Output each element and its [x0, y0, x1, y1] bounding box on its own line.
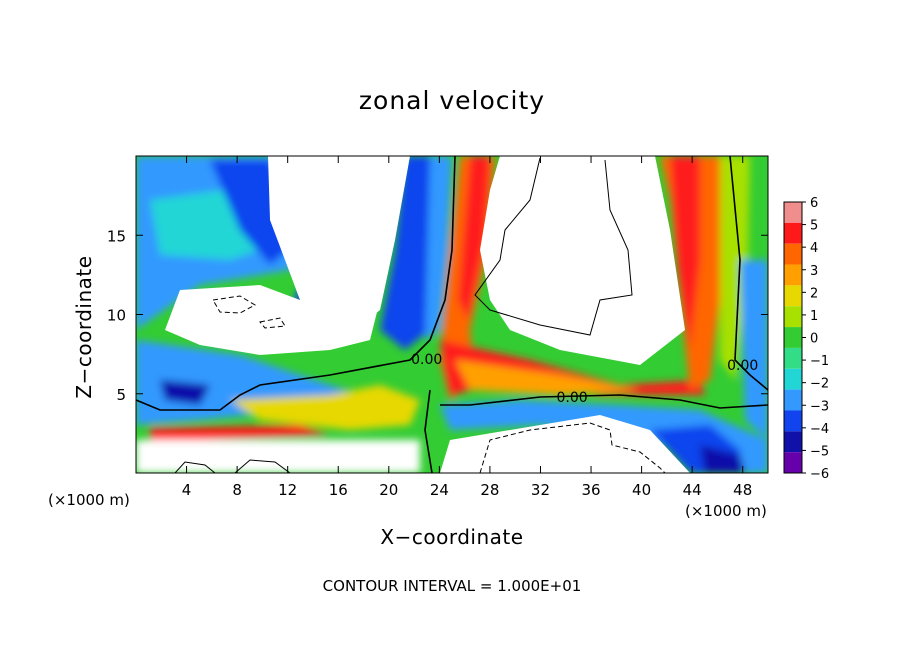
x-tick-label: 8: [232, 481, 242, 499]
colorbar-swatch: [784, 389, 802, 411]
x-tick-label: 40: [632, 481, 651, 499]
x-tick-label: 4: [182, 481, 192, 499]
colorbar-label: −2: [810, 377, 829, 392]
x-tick-label: 44: [683, 481, 702, 499]
y-tick-label: 15: [107, 227, 126, 245]
x-tick-label: 48: [733, 481, 752, 499]
colorbar-swatch: [784, 202, 802, 223]
x-tick-label: 16: [329, 481, 348, 499]
colorbar-label: −6: [810, 467, 829, 482]
colorbar-label: 1: [810, 309, 818, 324]
contour-label: 0.00: [727, 358, 758, 374]
colorbar-swatch: [784, 306, 802, 328]
chart-title: zonal velocity: [358, 86, 546, 115]
colorbar-label: −5: [810, 444, 829, 459]
x-tick-label: 36: [581, 481, 600, 499]
velocity-field: [136, 156, 768, 473]
colorbar-swatch: [784, 264, 802, 286]
x-axis-unit: (×1000 m): [685, 502, 767, 520]
colorbar-label: −3: [810, 399, 829, 414]
y-tick-label: 10: [107, 307, 126, 325]
x-tick-label: 32: [531, 481, 550, 499]
y-axis-unit: (×1000 m): [48, 491, 130, 509]
colorbar-swatch: [784, 327, 802, 348]
contour-label: 0.00: [411, 352, 442, 368]
y-axis-label: Z−coordinate: [72, 255, 96, 399]
contour-labels: 0.00 0.00 0.00: [411, 352, 758, 406]
colorbar-swatch: [784, 222, 802, 244]
colorbar-swatch: [784, 347, 802, 369]
x-tick-label: 12: [278, 481, 297, 499]
colorbar-swatch: [784, 452, 802, 473]
x-tick-label: 24: [430, 481, 449, 499]
colorbar-label: 5: [810, 219, 818, 234]
contour-interval-note: CONTOUR INTERVAL = 1.000E+01: [322, 577, 582, 595]
colorbar-swatch: [784, 410, 802, 432]
colorbar-label: −4: [810, 422, 829, 437]
x-axis-label: X−coordinate: [380, 525, 524, 549]
colorbar-label: −1: [810, 354, 829, 369]
colorbar-label: 3: [810, 264, 818, 279]
contour-label: 0.00: [556, 390, 587, 406]
colorbar-swatch: [784, 431, 802, 453]
colorbar-label: 6: [810, 196, 818, 211]
x-tick-label: 28: [480, 481, 499, 499]
colorbar-swatch: [784, 368, 802, 390]
y-tick-label: 5: [116, 386, 126, 404]
colorbar-label: 4: [810, 241, 818, 256]
x-tick-label: 20: [379, 481, 398, 499]
colorbar-label: 0: [810, 332, 818, 347]
colorbar: 6 5 4 3 2 1 0 −1 −2 −3 −4 −5 −6: [783, 196, 829, 482]
colorbar-label: 2: [810, 286, 818, 301]
colorbar-swatch: [784, 285, 802, 307]
colorbar-swatch: [784, 243, 802, 265]
